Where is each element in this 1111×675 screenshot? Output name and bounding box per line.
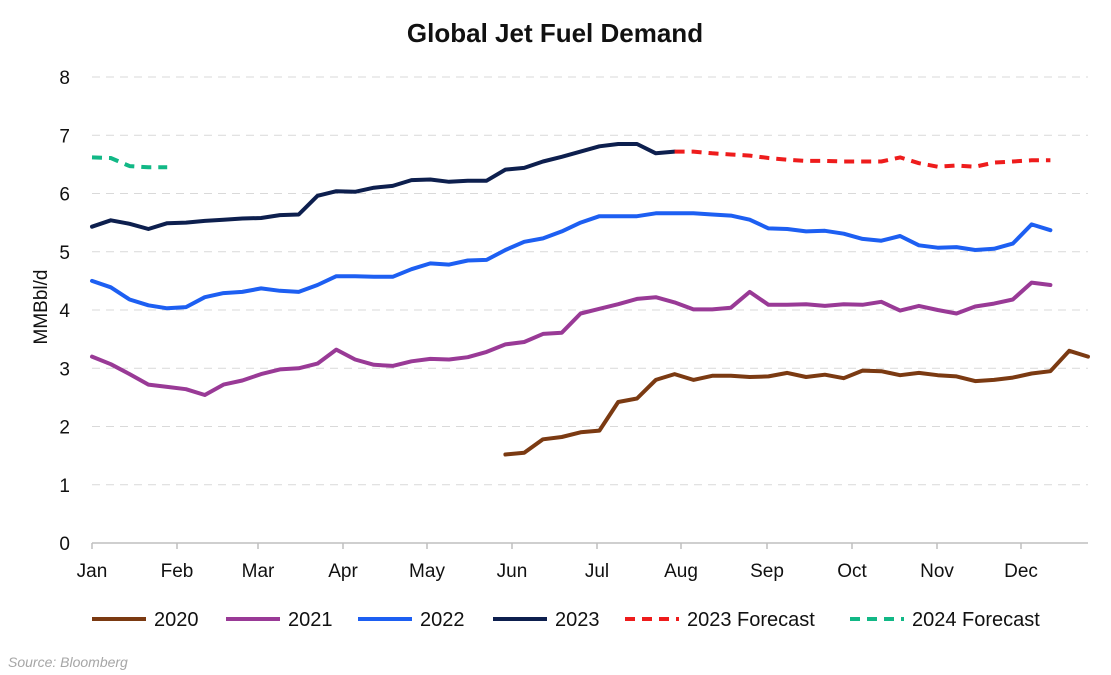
y-tick-label: 6	[59, 185, 70, 206]
y-tick-label: 5	[59, 243, 70, 264]
x-tick-label: Aug	[664, 561, 698, 582]
legend: 2020 2021 2022 2023 2023 Forecast 2024 Foreca…	[92, 609, 1040, 631]
y-tick-label: 4	[59, 301, 70, 322]
x-tick-label: Apr	[328, 561, 358, 582]
legend-label: 2023 Forecast	[687, 609, 815, 631]
legend-label: 2024 Forecast	[912, 609, 1040, 631]
x-tick-label: May	[409, 561, 445, 582]
y-axis-ticks: 0 1 2 3 4 5 6 7 8	[59, 68, 70, 555]
y-tick-label: 8	[59, 68, 70, 89]
source-note: Source: Bloomberg	[8, 654, 128, 670]
y-tick-label: 2	[59, 418, 70, 439]
y-tick-label: 7	[59, 126, 70, 147]
x-axis-ticks: Jan Feb Mar Apr May Jun Jul Aug Sep Oct Nov Dec	[77, 543, 1038, 582]
series-line-2023	[90, 142, 677, 231]
series-line-2020	[503, 348, 1090, 457]
series-line-2024-forecast	[91, 155, 168, 170]
series-line-2023-forecast	[674, 149, 1051, 169]
x-tick-label: Feb	[161, 561, 194, 582]
x-tick-label: Dec	[1004, 561, 1038, 582]
series-lines	[90, 142, 1090, 457]
y-axis-title: MMBbl/d	[31, 270, 52, 345]
legend-label: 2023	[555, 609, 600, 631]
x-tick-label: Jun	[497, 561, 528, 582]
gridlines	[92, 76, 1088, 486]
chart-title: Global Jet Fuel Demand	[407, 18, 703, 48]
series-line-2021	[90, 280, 1053, 397]
series-line-2022	[90, 211, 1053, 311]
x-tick-label: Jul	[585, 561, 609, 582]
x-tick-label: Oct	[837, 561, 867, 582]
y-tick-label: 1	[59, 476, 70, 497]
x-tick-label: Sep	[750, 561, 784, 582]
legend-label: 2020	[154, 609, 199, 631]
legend-label: 2021	[288, 609, 333, 631]
legend-label: 2022	[420, 609, 465, 631]
x-tick-label: Mar	[242, 561, 275, 582]
x-tick-label: Jan	[77, 561, 108, 582]
y-tick-label: 3	[59, 359, 70, 380]
x-tick-label: Nov	[920, 561, 954, 582]
y-tick-label: 0	[59, 534, 70, 555]
